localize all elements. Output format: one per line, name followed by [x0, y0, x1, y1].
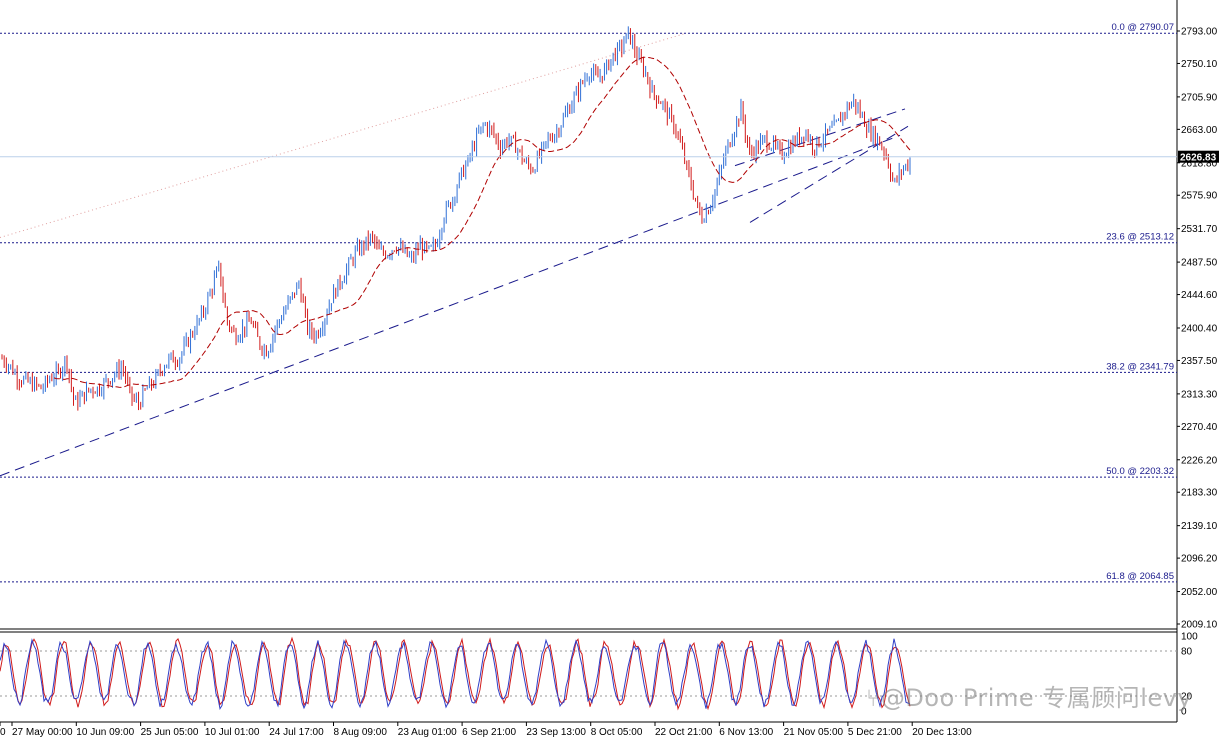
time-tick-label-6: 8 Aug 09:00 [334, 727, 388, 738]
price-tick-label-6: 2531.70 [1181, 224, 1218, 235]
fib-level-label-3: 50.0 @ 2203.32 [1106, 466, 1174, 477]
price-tick-label-11: 2313.30 [1181, 389, 1218, 400]
oscillator-tick-label-2: 20 [1181, 692, 1193, 703]
price-tick-label-17: 2052.00 [1181, 587, 1218, 598]
oscillator-tick-label-0: 100 [1181, 632, 1198, 643]
time-tick-label-2: 10 Jun 09:00 [76, 727, 134, 738]
price-tick-label-12: 2270.40 [1181, 422, 1218, 433]
price-tick-label-18: 2009.10 [1181, 620, 1218, 631]
fib-level-label-2: 38.2 @ 2341.79 [1106, 361, 1174, 372]
price-tick-label-16: 2096.20 [1181, 554, 1218, 565]
time-tick-label-4: 10 Jul 01:00 [205, 727, 260, 738]
price-tick-label-4: 2618.80 [1181, 158, 1218, 169]
watermark-text: ⑂@Doo Prime 专属顾问levy [866, 684, 1193, 712]
time-tick-label-12: 6 Nov 13:00 [719, 727, 773, 738]
price-tick-label-13: 2226.20 [1181, 455, 1218, 466]
time-tick-label-13: 21 Nov 05:00 [784, 727, 844, 738]
trendline-dotted [0, 32, 687, 238]
time-tick-label-3: 25 Jun 05:00 [141, 727, 199, 738]
price-tick-label-15: 2139.10 [1181, 521, 1218, 532]
time-tick-label-9: 23 Sep 13:00 [526, 727, 586, 738]
fib-level-label-4: 61.8 @ 2064.85 [1106, 571, 1174, 582]
time-tick-label-8: 6 Sep 21:00 [462, 727, 516, 738]
fib-level-label-0: 0.0 @ 2790.07 [1112, 22, 1174, 33]
time-tick-label-0: 0 [0, 727, 6, 738]
time-tick-label-11: 22 Oct 21:00 [655, 727, 713, 738]
price-tick-label-7: 2487.50 [1181, 258, 1218, 269]
time-tick-label-14: 5 Dec 21:00 [848, 727, 902, 738]
time-tick-label-10: 8 Oct 05:00 [591, 727, 643, 738]
price-tick-label-8: 2444.60 [1181, 290, 1218, 301]
price-tick-label-1: 2750.10 [1181, 59, 1218, 70]
price-tick-label-0: 2793.00 [1181, 27, 1218, 38]
oscillator-signal-line [0, 636, 911, 711]
price-tick-label-14: 2183.30 [1181, 488, 1218, 499]
time-tick-label-5: 24 Jul 17:00 [269, 727, 324, 738]
price-tick-label-10: 2357.50 [1181, 356, 1218, 367]
oscillator-tick-label-1: 80 [1181, 647, 1193, 658]
price-tick-label-2: 2705.90 [1181, 92, 1218, 103]
price-tick-label-3: 2663.00 [1181, 125, 1218, 136]
trendline-channel-upper [734, 108, 906, 167]
time-tick-label-15: 20 Dec 13:00 [912, 727, 972, 738]
current-price-label: 2626.83 [1180, 153, 1217, 164]
time-tick-label-1: 27 May 00:00 [12, 727, 73, 738]
moving-average-line [53, 56, 911, 388]
time-tick-label-7: 23 Aug 01:00 [398, 727, 457, 738]
price-tick-label-5: 2575.90 [1181, 191, 1218, 202]
fib-level-label-1: 23.6 @ 2513.12 [1106, 232, 1174, 243]
price-tick-label-9: 2400.40 [1181, 323, 1218, 334]
oscillator-tick-label-3: 0 [1181, 707, 1187, 718]
trendline-main [0, 134, 901, 477]
oscillator-main-line [0, 638, 911, 711]
current-price-label-bg [1178, 150, 1219, 163]
